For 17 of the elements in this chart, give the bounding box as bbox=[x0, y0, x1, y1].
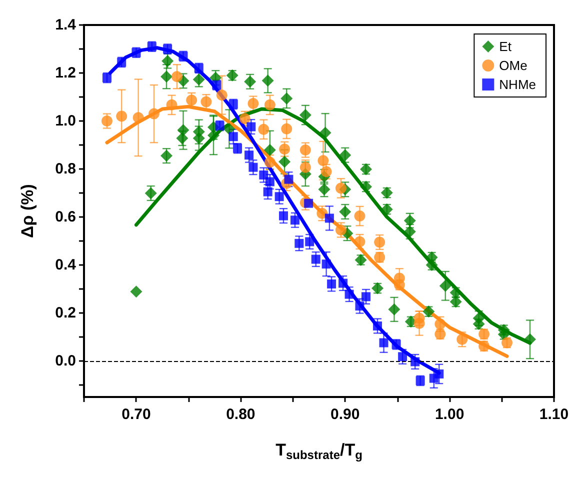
y-tick-label: 1.2 bbox=[55, 64, 76, 82]
x-tick-label: 0.90 bbox=[330, 406, 360, 423]
y-tick-label: 0.4 bbox=[55, 256, 77, 274]
legend-label: Et bbox=[499, 39, 512, 54]
x-tick-label: 0.70 bbox=[122, 406, 151, 423]
y-tick-label: 0.6 bbox=[55, 208, 76, 226]
y-tick-label: 1.4 bbox=[55, 16, 77, 34]
legend-label: NHMe bbox=[499, 77, 536, 92]
x-tick-label: 1.00 bbox=[434, 406, 464, 423]
legend-label: OMe bbox=[499, 58, 528, 73]
x-tick-label: 0.80 bbox=[226, 406, 256, 423]
y-tick-label: 0.2 bbox=[55, 304, 76, 322]
y-axis-title: Δρ (%) bbox=[18, 184, 37, 238]
y-tick-label: 1.0 bbox=[55, 112, 76, 130]
x-tick-label: 1.10 bbox=[539, 406, 569, 423]
y-tick-label: 0.8 bbox=[55, 160, 76, 178]
y-tick-label: 0.0 bbox=[55, 352, 76, 370]
